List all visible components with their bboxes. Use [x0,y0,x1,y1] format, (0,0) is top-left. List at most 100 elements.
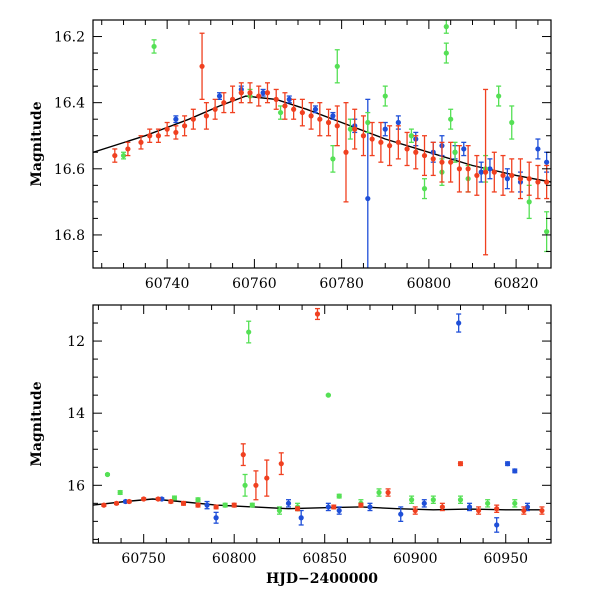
data-point [164,126,170,132]
data-point [212,106,218,112]
data-point [376,489,382,496]
data-point [260,90,266,96]
model-curve [93,95,551,183]
data-point [485,500,491,506]
data-point [173,116,179,122]
y-tick-label: 14 [67,406,85,422]
x-tick-label: 60820 [494,276,539,292]
data-point [138,139,144,145]
data-point [378,139,384,145]
data-point [456,166,462,172]
data-point [155,133,162,139]
data-point [314,311,321,317]
data-point [276,507,283,514]
data-point [421,500,427,506]
x-tick-label: 60850 [302,551,347,567]
data-point [544,179,550,185]
data-point [347,126,353,132]
data-point [452,149,458,155]
data-point [240,452,246,458]
data-point [126,498,132,505]
x-axis-label: HJD−2400000 [266,571,378,587]
data-point [336,507,342,514]
data-point [264,90,271,96]
data-point [330,113,336,119]
data-point [457,461,464,467]
data-point [535,179,541,185]
data-point [308,113,314,119]
data-point [203,113,210,119]
data-point [125,146,131,152]
y-tick-label: 12 [67,334,85,350]
data-point [256,93,262,99]
data-point [155,496,161,502]
x-tick-label: 60740 [145,276,190,292]
data-point [456,320,462,326]
data-point [213,515,219,521]
y-tick-label: 16.2 [54,30,85,46]
data-point [242,482,248,488]
data-point [173,129,179,136]
series-red [101,307,545,515]
data-point [317,116,323,122]
data-point [113,500,120,506]
data-point [382,126,388,132]
data-point [487,166,493,172]
data-point [168,498,174,505]
data-point [430,156,436,162]
data-point [249,502,255,508]
data-point [264,475,270,481]
data-point [496,93,502,99]
data-point [229,96,236,102]
data-point [231,502,237,508]
data-point [387,143,393,149]
data-point [365,119,371,126]
data-point [325,504,331,510]
data-point [221,100,227,106]
data-point [277,109,284,116]
data-point [448,116,454,122]
data-point [517,176,524,182]
data-point [312,106,319,112]
data-point [500,172,506,179]
data-point [439,159,445,165]
y-tick-label: 16 [67,478,85,494]
data-point [246,329,252,335]
data-point [404,146,410,152]
data-point [195,502,201,508]
data-point [204,502,210,508]
data-point [101,502,107,508]
data-point [199,63,205,69]
data-point [325,392,331,398]
data-point [334,123,340,129]
plot-area [93,307,545,533]
data-point [443,50,449,56]
y-tick-label: 16.4 [54,96,85,112]
data-point [180,500,187,506]
data-point [117,489,123,496]
series-green [104,320,518,515]
data-point [544,229,550,235]
x-tick-label: 60760 [232,276,277,292]
data-point [509,119,515,126]
data-point [182,123,188,129]
data-point [273,96,279,102]
data-point [253,482,259,488]
data-point [544,159,550,165]
data-point [465,166,471,172]
data-point [285,500,292,506]
data-point [474,172,480,179]
data-point [151,43,157,50]
data-point [147,133,153,139]
data-point [421,186,428,192]
data-point [213,504,219,510]
data-point [385,489,391,496]
data-point [439,504,445,510]
data-point [478,169,484,175]
data-point [331,504,337,510]
plot-frame [92,19,552,269]
data-point [190,116,196,122]
x-tick-label: 60800 [407,276,452,292]
y-tick-label: 16.8 [54,228,85,244]
